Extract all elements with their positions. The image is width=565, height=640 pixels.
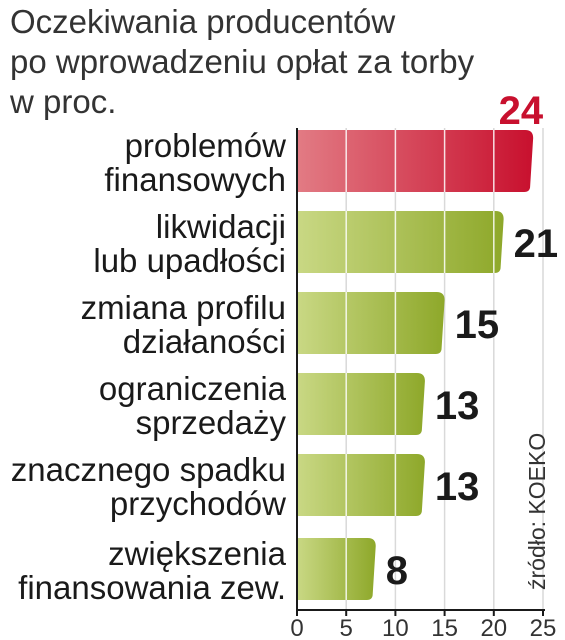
x-tick-label-15: 15 (431, 615, 458, 640)
x-axis: 0 5 10 15 20 25 (290, 128, 556, 640)
category-label-2-line-2: lub upadłości (93, 242, 286, 279)
value-label-4: 13 (435, 384, 480, 428)
category-label-6-line-1: zwiększenia (108, 535, 287, 572)
category-label-4-line-2: sprzedaży (136, 404, 287, 441)
bar-4 (297, 373, 425, 435)
grid-lines (345, 128, 544, 610)
value-label-1: 24 (499, 89, 544, 133)
category-label-5-line-2: przychodów (110, 485, 286, 522)
category-label-5-line-1: znacznego spadku (11, 451, 286, 488)
source-note: źródło: KOEKO (524, 433, 550, 590)
x-tick-label-0: 0 (290, 615, 303, 640)
value-label-5: 13 (435, 465, 480, 509)
value-label-2: 21 (514, 222, 559, 266)
chart-title-line-1: Oczekiwania producentów (10, 3, 396, 40)
x-tick-label-25: 25 (530, 615, 557, 640)
value-label-3: 15 (455, 303, 500, 347)
category-label-1-line-2: finansowych (104, 161, 286, 198)
x-tick-label-10: 10 (382, 615, 409, 640)
category-label-6-line-2: finansowania zew. (18, 569, 286, 606)
category-label-3-line-1: zmiana profilu (81, 289, 286, 326)
category-label-2-line-1: likwidacji (156, 208, 286, 245)
bar-6 (297, 538, 376, 600)
x-tick-label-5: 5 (340, 615, 353, 640)
category-label-3-line-2: działaności (123, 323, 286, 360)
value-label-6: 8 (386, 549, 408, 593)
bar-5 (297, 454, 425, 516)
bars (297, 130, 534, 600)
bar-2 (297, 211, 504, 273)
category-label-4-line-1: ograniczenia (99, 370, 287, 407)
bar-1 (297, 130, 534, 192)
bar-3 (297, 292, 445, 354)
category-label-1-line-1: problemów (125, 127, 287, 164)
x-tick-label-20: 20 (480, 615, 507, 640)
value-labels: 24 21 15 13 13 8 (386, 89, 558, 593)
chart-title-line-2: po wprowadzeniu opłat za torby (10, 43, 475, 80)
chart-title-unit: w proc. (10, 83, 117, 120)
